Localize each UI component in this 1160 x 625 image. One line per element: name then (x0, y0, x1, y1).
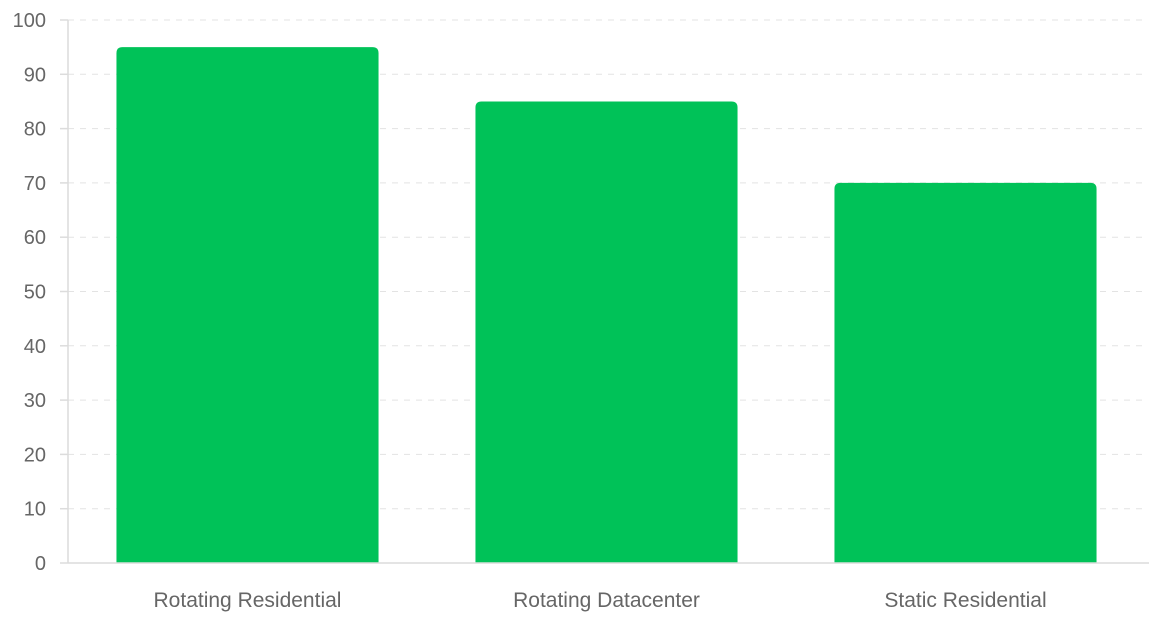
bar (834, 182, 1097, 563)
x-axis-category-label: Rotating Residential (154, 589, 342, 612)
y-axis-tick-label: 100 (13, 10, 46, 32)
bar-series (116, 47, 1097, 563)
y-axis-tick-label: 0 (35, 553, 46, 575)
y-axis-tick-label: 40 (24, 336, 46, 358)
y-axis-tick-label: 20 (24, 444, 46, 466)
y-axis-tick-label: 50 (24, 282, 46, 304)
x-axis-category-label: Static Residential (884, 589, 1046, 612)
y-axis-tick-label: 10 (24, 499, 46, 521)
y-axis-tick-label: 30 (24, 390, 46, 412)
bar (116, 47, 379, 563)
x-axis-category-label: Rotating Datacenter (513, 589, 700, 612)
bar (475, 101, 738, 563)
y-axis-tick-labels: 0 10 20 30 40 50 60 70 80 90 100 (13, 10, 46, 575)
y-axis-tick-label: 80 (24, 119, 46, 141)
axes (60, 19, 1149, 564)
x-axis-category-labels: Rotating Residential Rotating Datacenter S… (154, 589, 1047, 612)
y-axis-tick-label: 70 (24, 173, 46, 195)
y-axis-tick-label: 90 (24, 64, 46, 86)
y-axis-tick-label: 60 (24, 227, 46, 249)
